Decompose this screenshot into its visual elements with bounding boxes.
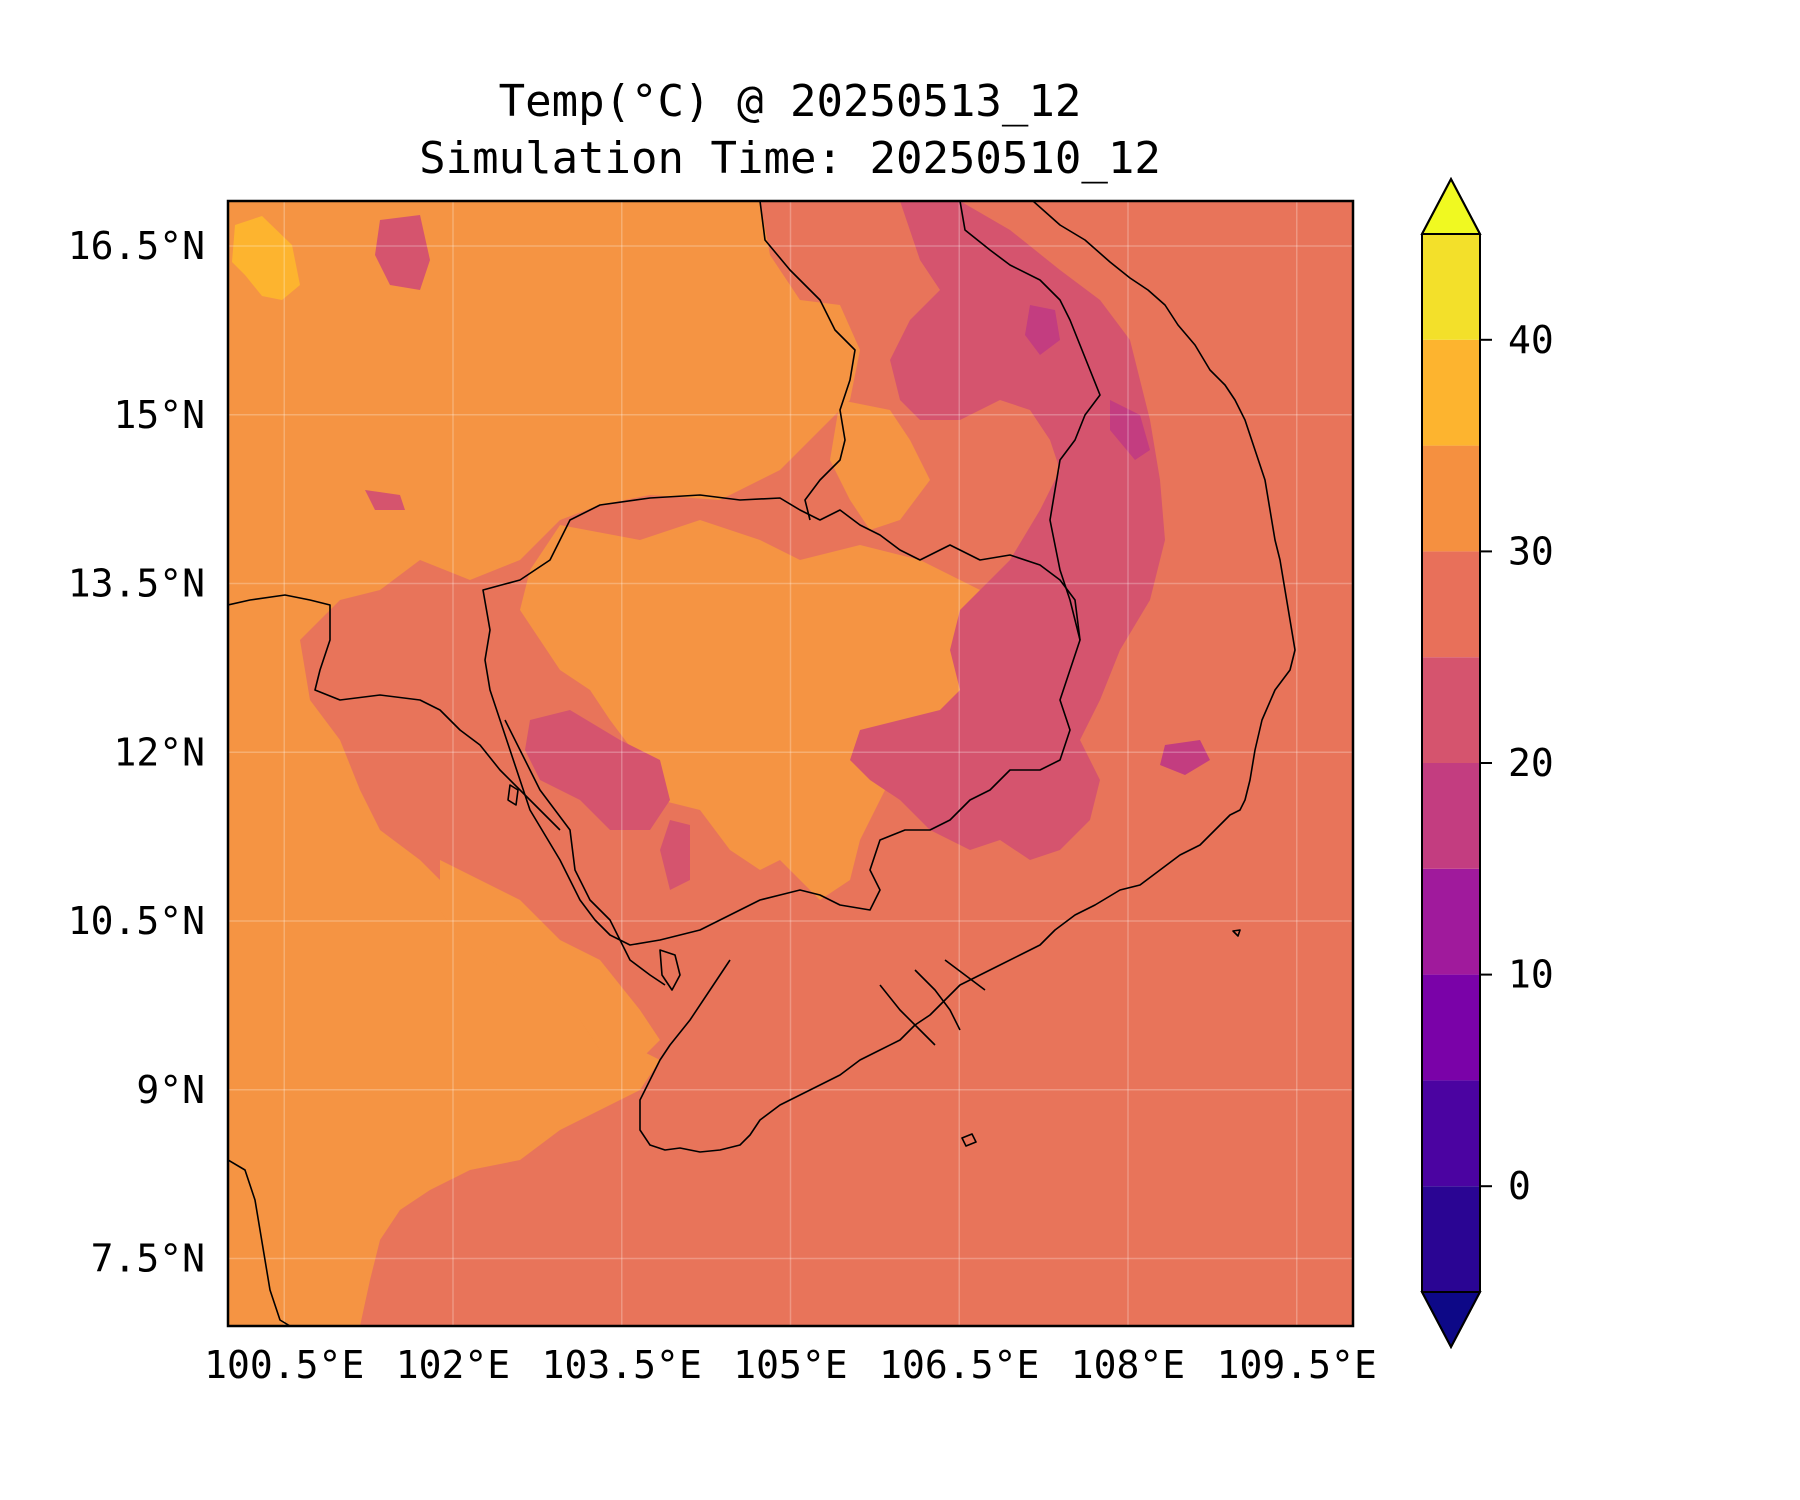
coastline-vietnam [639,201,1296,1153]
island-phu-quoc [659,949,681,991]
temperature-zone-30-35-cambodia [520,520,1010,900]
temperature-zone-15-20-south [1160,740,1210,775]
border-laos-vietnam [959,201,1101,641]
y-axis-ticks: 16.5°N 15°N 13.5°N 12°N 10.5°N 9°N 7.5°N [68,224,205,1281]
x-axis-ticks: 100.5°E 102°E 103.5°E 105°E 106.5°E 108°E 109.… [204,1343,1377,1387]
coastlines-borders [228,201,1296,1326]
colorbar-tick-label: 0 [1508,1164,1531,1208]
temperature-zone-35-40 [232,216,300,300]
colorbar-tick-label: 20 [1508,741,1554,785]
colorbar-segment [1422,551,1480,658]
island-koh-kong [507,784,519,806]
temperature-zone-20-25-northwest [375,215,430,290]
mekong-channel-3 [944,959,986,991]
colorbar-tick-label: 10 [1508,953,1554,997]
x-tick-label: 103.5°E [542,1343,702,1387]
colorbar-extend-max [1420,176,1482,235]
temperature-zone-15-20-north [1110,400,1150,460]
x-tick-label: 102°E [396,1343,510,1387]
mekong-channel-2 [914,969,961,1031]
border-thailand-myanmar [228,594,561,831]
colorbar-segment [1422,763,1480,869]
x-tick-label: 105°E [733,1343,847,1387]
map-subtitle: Simulation Time: 20250510_12 [419,133,1161,184]
colorbar-segment [1422,974,1480,1081]
colorbar-segment [1422,1080,1480,1187]
border-cambodia [482,494,1081,946]
y-tick-label: 13.5°N [68,562,205,606]
colorbar-extend-min [1420,1291,1482,1350]
island-con-dao [961,1133,977,1147]
colorbar-outline [1421,176,1481,1350]
y-tick-label: 15°N [113,393,205,437]
x-tick-label: 109.5°E [1217,1343,1377,1387]
colorbar-segment [1422,445,1480,552]
coastline-malay-peninsula [228,1159,291,1326]
colorbar-segment [1422,657,1480,763]
colorbar-tick-label: 30 [1508,529,1554,573]
y-tick-label: 16.5°N [68,224,205,268]
temperature-zone-20-25-highlands [850,201,1165,860]
temperature-zone-20-25-north [365,490,405,510]
y-tick-label: 7.5°N [91,1237,205,1281]
x-tick-label: 100.5°E [204,1343,364,1387]
mekong-channel-1 [879,984,936,1046]
temperature-zone-15-20-peak [1025,305,1060,355]
temperature-zone-30-35-south [440,860,660,1060]
map-title: Temp(°C) @ 20250513_12 [499,76,1082,127]
y-tick-label: 9°N [136,1068,205,1112]
coastline-gulf-thailand [504,719,666,986]
temperature-zone-30-35-west [228,201,860,1326]
colorbar-segment [1422,339,1480,446]
gridlines [228,201,1353,1326]
colorbar-segment [1422,234,1480,340]
colorbar-tick-label: 40 [1508,318,1554,362]
y-tick-label: 12°N [113,730,205,774]
temperature-zone-30-35-east [830,400,930,530]
temperature-zone-20-25-patch [660,820,690,890]
map-plot [228,201,1353,1326]
temperature-zone-20-25-central [525,710,670,830]
y-tick-label: 10.5°N [68,899,205,943]
colorbar-segment [1422,1186,1480,1292]
map-frame [226,199,1355,1328]
colorbar-segment [1422,868,1480,975]
colorbar: 0 10 20 30 40 [1420,176,1554,1350]
border-thailand-laos [759,201,856,521]
island-small [1232,929,1241,937]
x-tick-label: 106.5°E [879,1343,1039,1387]
x-tick-label: 108°E [1071,1343,1185,1387]
